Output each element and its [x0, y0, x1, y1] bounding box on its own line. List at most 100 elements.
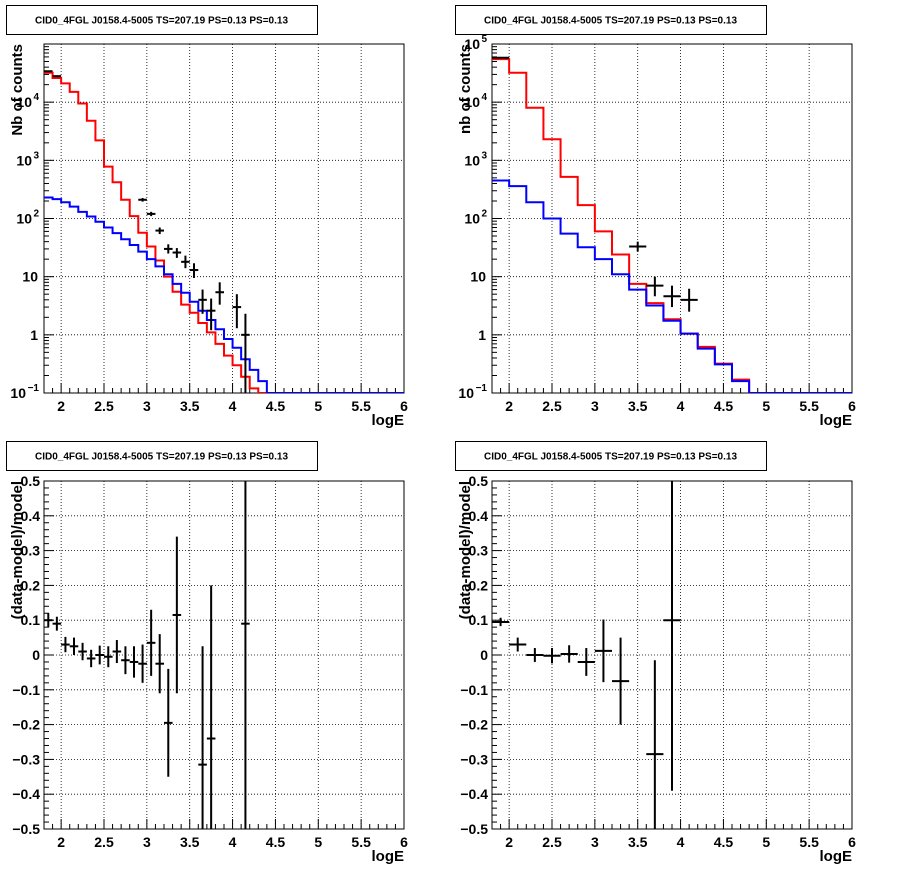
- x-axis-label: logE: [372, 848, 405, 865]
- y-tick-label: 0.3: [469, 543, 489, 559]
- x-tick-label: 4.5: [714, 398, 734, 414]
- y-tick-label: −0.3: [12, 751, 40, 767]
- y-tick-label: 1: [478, 327, 486, 343]
- x-tick-label: 6: [848, 834, 856, 850]
- chart-title: CID0_4FGL J0158.4-5005 TS=207.19 PS=0.13…: [35, 16, 288, 27]
- data-point: [526, 648, 544, 662]
- y-tick-exponent: 3: [481, 150, 487, 161]
- title-box: [6, 5, 318, 35]
- data-point: [680, 288, 698, 312]
- data-point: [629, 241, 647, 252]
- y-tick-label: 0.4: [469, 508, 489, 524]
- y-tick-label: −0.2: [12, 717, 40, 733]
- y-tick-label: 0.5: [469, 473, 489, 489]
- chart-panel-2: CID0_4FGL J0158.4-5005 TS=207.19 PS=0.13…: [455, 5, 856, 429]
- y-tick-label: −0.5: [460, 821, 488, 837]
- data-point: [155, 227, 164, 235]
- data-point: [612, 637, 630, 725]
- x-tick-label: 2.5: [542, 398, 562, 414]
- y-tick-label: 10: [464, 152, 480, 168]
- data-point: [241, 313, 250, 393]
- data-point: [52, 616, 62, 631]
- x-tick-label: 2.5: [542, 834, 562, 850]
- x-tick-label: 2: [57, 834, 65, 850]
- x-tick-label: 2: [57, 398, 65, 414]
- data-point: [138, 198, 147, 202]
- x-tick-label: 3.5: [628, 398, 648, 414]
- data-point: [129, 646, 139, 678]
- y-tick-exponent: −1: [476, 383, 488, 394]
- x-tick-label: 5.5: [799, 834, 819, 850]
- y-tick-exponent: 2: [481, 209, 487, 220]
- y-tick-label: 0.3: [21, 543, 41, 559]
- chart-panel-4: CID0_4FGL J0158.4-5005 TS=207.19 PS=0.13…: [455, 441, 856, 865]
- y-tick-label: −0.1: [460, 682, 488, 698]
- model-series-total: [492, 58, 852, 393]
- chart-panel-1: CID0_4FGL J0158.4-5005 TS=207.19 PS=0.13…: [6, 5, 408, 429]
- y-tick-exponent: 3: [33, 150, 39, 161]
- y-tick-label: 10: [16, 94, 32, 110]
- data-point: [206, 585, 216, 829]
- data-point: [206, 298, 216, 331]
- x-tick-label: 5.5: [351, 834, 371, 850]
- data-point: [121, 646, 130, 675]
- y-axis-label: Nb of counts: [9, 44, 26, 136]
- x-tick-label: 4: [677, 398, 685, 414]
- x-tick-label: 3.5: [180, 834, 200, 850]
- model-series-component: [44, 196, 404, 393]
- y-axis-label: (data-model)/model: [457, 481, 474, 619]
- y-tick-label: 0.1: [469, 612, 489, 628]
- y-tick-label: 10: [470, 269, 486, 285]
- data-point: [86, 649, 96, 668]
- data-point: [181, 255, 190, 269]
- y-tick-label: 0.2: [469, 577, 489, 593]
- y-tick-label: 0: [480, 647, 488, 663]
- data-point: [95, 645, 104, 665]
- plot-area: [492, 481, 681, 829]
- data-point: [646, 276, 664, 297]
- data-point: [198, 646, 207, 829]
- x-tick-label: 4: [229, 398, 237, 414]
- x-axis-label: logE: [820, 412, 853, 429]
- y-axis-label: (data-model)/model: [9, 481, 26, 619]
- y-tick-label: −0.2: [460, 717, 488, 733]
- x-tick-label: 2: [505, 398, 513, 414]
- y-tick-label: 10: [10, 385, 26, 401]
- y-tick-exponent: 5: [481, 34, 487, 45]
- x-tick-label: 2: [505, 834, 513, 850]
- plot-area: [44, 481, 250, 829]
- x-tick-label: 3.5: [180, 398, 200, 414]
- data-point: [112, 640, 122, 664]
- data-point: [172, 536, 182, 694]
- x-tick-label: 6: [400, 834, 408, 850]
- y-tick-label: 10: [464, 36, 480, 52]
- data-point: [146, 211, 156, 217]
- x-tick-label: 5: [762, 398, 770, 414]
- y-tick-label: −0.4: [12, 786, 40, 802]
- data-point: [663, 285, 681, 308]
- y-tick-label: −0.5: [12, 821, 40, 837]
- data-point: [543, 648, 561, 664]
- data-point: [560, 645, 578, 663]
- plot-area: [492, 56, 852, 393]
- data-point: [646, 660, 664, 829]
- chart-panel-3: CID0_4FGL J0158.4-5005 TS=207.19 PS=0.13…: [6, 441, 408, 865]
- chart-title: CID0_4FGL J0158.4-5005 TS=207.19 PS=0.13…: [484, 452, 737, 463]
- x-tick-label: 5: [314, 398, 322, 414]
- x-tick-label: 4.5: [266, 834, 286, 850]
- y-tick-label: 10: [22, 269, 38, 285]
- x-tick-label: 4.5: [266, 398, 286, 414]
- data-point: [594, 619, 612, 683]
- data-point: [189, 263, 199, 278]
- y-tick-label: −0.3: [460, 751, 488, 767]
- y-tick-label: 10: [16, 211, 32, 227]
- plot-area: [44, 70, 404, 393]
- data-point: [155, 634, 164, 694]
- y-tick-exponent: −1: [28, 383, 40, 394]
- y-tick-label: 10: [458, 385, 474, 401]
- x-tick-label: 5.5: [799, 398, 819, 414]
- x-tick-label: 2.5: [94, 834, 114, 850]
- y-axis-label: nb of counts: [457, 44, 474, 134]
- x-tick-label: 6: [400, 398, 408, 414]
- title-box: [455, 5, 767, 35]
